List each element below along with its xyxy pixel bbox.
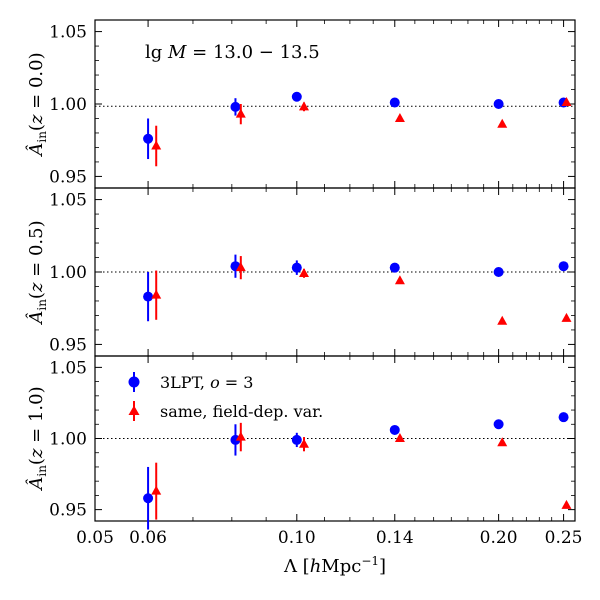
panel-3-field-dep-point (561, 499, 572, 509)
panel-3-ytick-label: 0.95 (49, 501, 87, 521)
xtick-label: 0.10 (278, 528, 316, 548)
panel-3-ytick-label: 1.05 (49, 358, 87, 378)
legend-label-3lpt: 3LPT, o = 3 (160, 373, 253, 392)
panel-3-field-dep-point (235, 431, 246, 441)
panel-1-ytick-label: 0.95 (49, 167, 87, 187)
panel-3-field-dep-point (394, 433, 405, 442)
panel-2-ytick-label: 0.95 (49, 335, 87, 355)
panel-1-ytick-label: 1.05 (49, 23, 87, 43)
panel-3-ytick-label: 1.00 (49, 430, 87, 450)
xtick-label: 0.14 (376, 528, 414, 548)
panel-2-field-dep-point (235, 262, 246, 272)
panel-3-3lpt-point (493, 419, 504, 430)
xtick-label: 0.25 (545, 528, 583, 548)
panel-1-3lpt-point (291, 91, 302, 102)
panel-1-3lpt-point (493, 99, 504, 109)
panel-2-3lpt-point (558, 261, 569, 272)
panel-1-3lpt-point (143, 133, 154, 144)
panel-2-3lpt-point (493, 267, 504, 277)
panel-3-3lpt-point (558, 412, 569, 423)
panel-3-field-dep-point (298, 438, 309, 448)
panel-1-ytick-label: 1.00 (49, 95, 87, 115)
panel-1-field-dep-point (151, 140, 162, 150)
panel-3-3lpt-point (389, 424, 400, 435)
panel-2-field-dep-point (561, 312, 572, 322)
panel-2-field-dep-point (497, 315, 508, 325)
panel-3-field-dep-point (497, 437, 508, 447)
panel-1-ylabel: Âin(z = 0.0) (24, 52, 49, 157)
legend-marker-field-dep (128, 405, 140, 415)
panel-2-3lpt-point (143, 291, 154, 302)
panel-3-3lpt-point (291, 434, 302, 445)
legend: 3LPT, o = 3 same, field-dep. var. (128, 372, 323, 421)
marks-layer (143, 91, 572, 530)
xtick-label: 0.06 (129, 528, 167, 548)
xtick-label: 0.05 (76, 528, 114, 548)
x-axis-label: Λ [hMpc−1] (283, 554, 386, 577)
panel-2-field-dep-point (151, 289, 162, 299)
panel-1-annotation: lg M = 13.0 − 13.5 (145, 42, 320, 63)
panel-1-field-dep-point (394, 112, 405, 122)
panel-3-ylabel: Âin(z = 1.0) (24, 386, 49, 491)
panel-2-ytick-label: 1.05 (49, 191, 87, 211)
panel-2-ytick-label: 1.00 (49, 263, 87, 283)
panel-1-3lpt-point (389, 97, 400, 108)
legend-marker-3lpt (128, 376, 140, 388)
panel-2-3lpt-point (389, 262, 400, 273)
panel-1-field-dep-point (497, 118, 508, 128)
ticks-layer: 0.95 1.00 1.05 0.95 1.00 1.05 0.95 1.00 1.05 0.05… (49, 20, 583, 548)
legend-label-field-dep: same, field-dep. var. (160, 402, 323, 421)
panel-3-3lpt-point (143, 493, 154, 504)
panel-1-field-dep-point (298, 101, 309, 111)
xtick-label: 0.20 (480, 528, 518, 548)
panel-1-field-dep-point (235, 108, 246, 118)
panel-3-field-dep-point (151, 485, 162, 495)
panel-1-3lpt-point (230, 101, 241, 112)
panel-2-field-dep-point (298, 267, 309, 277)
panel-2-ylabel: Âin(z = 0.5) (24, 220, 49, 325)
panel-1-field-dep-point (561, 97, 572, 107)
panel-2-field-dep-point (394, 275, 405, 285)
panel-2-3lpt-point (291, 262, 302, 273)
